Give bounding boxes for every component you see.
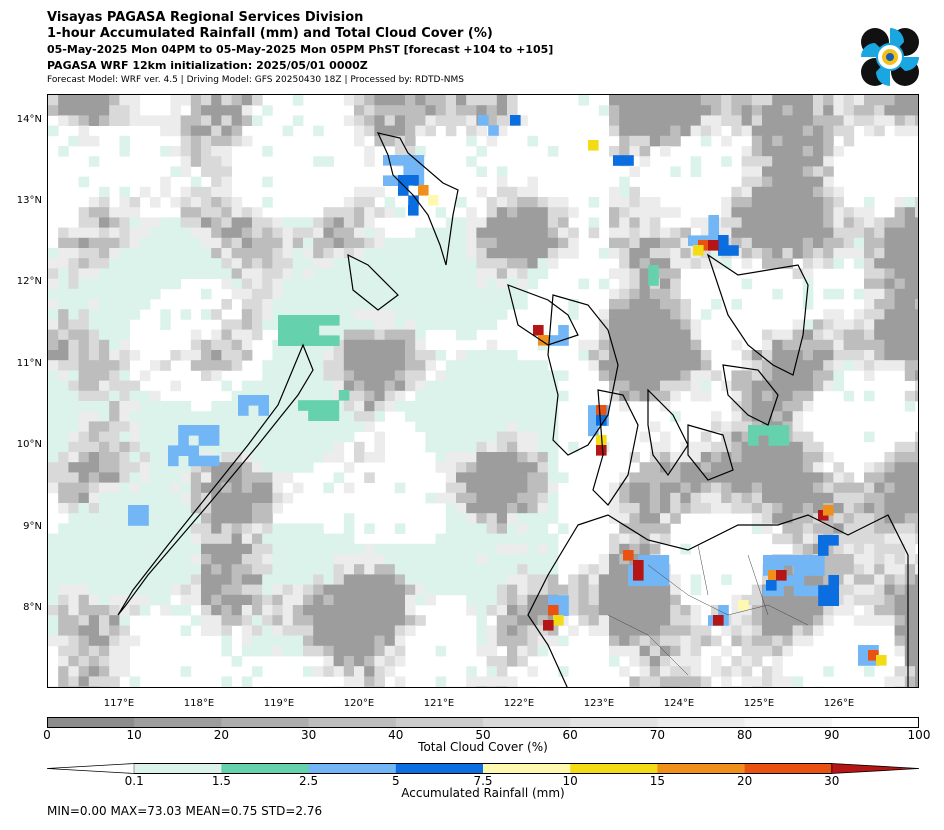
cloud-cover-swatch — [395, 717, 484, 728]
rainfall-tick-label: 2.5 — [299, 774, 319, 788]
cloud-cover-swatch — [134, 717, 222, 728]
rainfall-swatch — [395, 763, 484, 774]
cloud-cover-swatch — [570, 717, 658, 728]
cloud-cover-swatch — [47, 717, 135, 728]
lon-label: 126°E — [823, 698, 855, 709]
cloud-cover-swatch — [221, 717, 310, 728]
cloud-cover-swatch — [483, 717, 571, 728]
cloud-rain-grid — [48, 95, 918, 687]
cloud-cover-tick-label: 70 — [649, 728, 666, 742]
cloud-cover-swatch — [744, 717, 833, 728]
cloud-cover-tick-label: 0 — [43, 728, 51, 742]
rainfall-tick-label: 30 — [824, 774, 840, 788]
pagasa-logo-icon — [861, 28, 919, 86]
rainfall-tick-label: 15 — [649, 774, 666, 788]
initialization-line: PAGASA WRF 12km initialization: 2025/05/… — [47, 59, 368, 72]
map-canvas — [48, 95, 918, 687]
model-info-line: Forecast Model: WRF ver. 4.5 | Driving M… — [47, 75, 464, 85]
lat-label: 13°N — [16, 195, 42, 206]
rainfall-label: Accumulated Rainfall (mm) — [401, 786, 565, 800]
valid-time-line: 05-May-2025 Mon 04PM to 05-May-2025 Mon … — [47, 43, 554, 56]
rainfall-swatch — [570, 763, 658, 774]
cloud-cover-label: Total Cloud Cover (%) — [418, 740, 548, 754]
cloud-cover-tick-label: 40 — [388, 728, 404, 742]
rainfall-tick-label: 1.5 — [211, 774, 231, 788]
rainfall-swatch — [483, 763, 571, 774]
cloud-cover-swatch — [831, 717, 919, 728]
lat-label: 11°N — [16, 358, 42, 369]
rainfall-swatch — [744, 763, 833, 774]
rainfall-tick-label: 20 — [736, 774, 753, 788]
cloud-cover-tick-label: 60 — [562, 728, 578, 742]
cloud-cover-swatch — [657, 717, 746, 728]
coastlines — [117, 132, 909, 687]
lat-label: 10°N — [16, 439, 42, 450]
rainfall-swatch — [308, 763, 397, 774]
lon-label: 123°E — [583, 698, 615, 709]
rainfall-swatch — [831, 763, 919, 774]
rainfall-tick-label: 0.1 — [124, 774, 144, 788]
lon-label: 119°E — [263, 698, 295, 709]
lon-label: 121°E — [423, 698, 455, 709]
lon-label: 118°E — [183, 698, 215, 709]
cloud-cover-tick-label: 50 — [475, 728, 491, 742]
rainfall-swatch — [221, 763, 310, 774]
rainfall-swatch — [657, 763, 746, 774]
cloud-cover-swatch — [308, 717, 397, 728]
lon-label: 125°E — [743, 698, 775, 709]
lon-label: 120°E — [343, 698, 375, 709]
cloud-cover-tick-label: 100 — [907, 728, 931, 742]
cloud-cover-tick-label: 30 — [300, 728, 317, 742]
cloud-cover-tick-label: 80 — [736, 728, 753, 742]
rainfall-colorbar — [47, 763, 919, 774]
lat-label: 12°N — [16, 276, 42, 287]
lon-label: 117°E — [103, 698, 135, 709]
cloud-cover-tick-label: 90 — [824, 728, 840, 742]
title-line-2: 1-hour Accumulated Rainfall (mm) and Tot… — [47, 26, 493, 41]
lat-label: 8°N — [23, 602, 42, 613]
title-line-1: Visayas PAGASA Regional Services Divisio… — [47, 10, 364, 25]
forecast-map — [47, 94, 919, 688]
lat-label: 14°N — [16, 114, 42, 125]
cloud-cover-tick-label: 10 — [126, 728, 142, 742]
cloud-cover-colorbar — [47, 717, 919, 728]
lat-label: 9°N — [23, 521, 42, 532]
rainfall-swatch — [47, 763, 135, 774]
rainfall-tick-label: 10 — [562, 774, 578, 788]
rainfall-statistics: MIN=0.00 MAX=73.03 MEAN=0.75 STD=2.76 — [47, 804, 323, 818]
rainfall-tick-label: 5 — [391, 774, 400, 788]
rainfall-tick-label: 7.5 — [473, 774, 493, 788]
lon-label: 124°E — [663, 698, 695, 709]
rainfall-swatch — [134, 763, 222, 774]
lon-label: 122°E — [503, 698, 535, 709]
cloud-cover-tick-label: 20 — [213, 728, 230, 742]
